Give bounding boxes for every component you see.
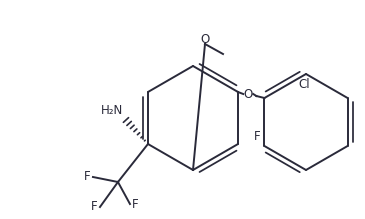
Text: Cl: Cl xyxy=(298,78,310,91)
Text: H₂N: H₂N xyxy=(101,104,123,117)
Text: F: F xyxy=(132,198,139,210)
Text: F: F xyxy=(91,201,98,214)
Text: O: O xyxy=(200,33,210,46)
Text: O: O xyxy=(243,88,253,101)
Text: F: F xyxy=(84,171,91,184)
Text: F: F xyxy=(254,130,261,143)
